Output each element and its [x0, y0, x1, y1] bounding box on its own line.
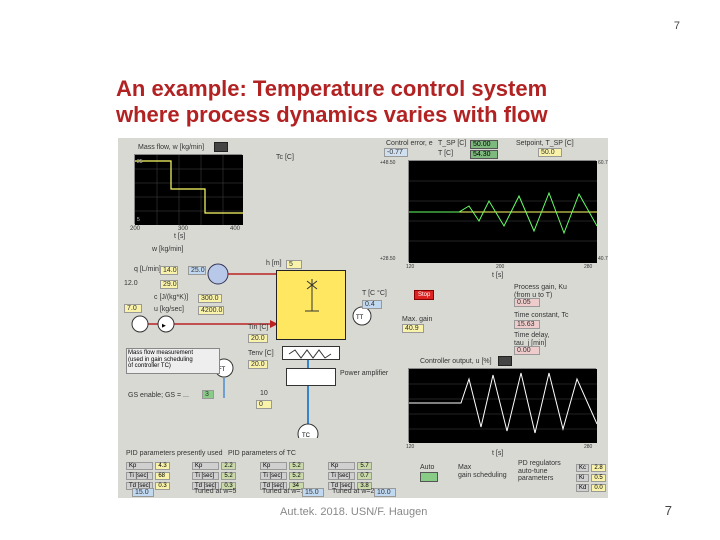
- tc-ytick-r-bot: 40.7: [598, 256, 608, 262]
- h-val: 5: [286, 260, 302, 269]
- temperature-chart: [408, 160, 596, 262]
- max-gain-label: Max. gain: [402, 316, 432, 323]
- co-xlabel: t [s]: [492, 450, 503, 457]
- tin-label: Tin [C]: [248, 324, 268, 331]
- kgain-val: 0.05: [514, 298, 540, 307]
- stop-button[interactable]: Stop: [414, 290, 434, 300]
- power-label: Power amplifier: [340, 370, 388, 377]
- tc-title: Tc [C]: [276, 154, 294, 161]
- svg-text:5: 5: [137, 217, 140, 223]
- simulation-panel: Mass flow, w [kg/min] 25 5 200 300 400 t …: [118, 138, 608, 498]
- pd-reg-label: PD regulatorsauto-tuneparameters: [518, 460, 574, 483]
- t-value: 54.30: [470, 150, 498, 159]
- tc-xtick-mid: 200: [496, 264, 504, 270]
- pid-hdr2: PID parameters of TC: [228, 450, 296, 457]
- tenv-label: Tenv [C]: [248, 350, 274, 357]
- svg-text:25: 25: [137, 159, 143, 165]
- tuned-v5: 10.0: [374, 488, 396, 497]
- tuned-v0: 15.0: [132, 488, 154, 497]
- chart-icon: [214, 142, 228, 152]
- ctrl-err-label: Control error, e: [386, 140, 433, 147]
- massflow-chart: 25 5: [134, 154, 242, 224]
- tc-xlabel: t [s]: [492, 272, 503, 279]
- tconst-val: 15.63: [514, 320, 540, 329]
- tc-ytick-r-top: 60.7: [598, 160, 608, 166]
- ctrl-out-title: Controller output, u [%]: [420, 358, 492, 365]
- tin-val: 20.0: [248, 334, 268, 343]
- pid-table-right: Kc2.8 Ki0.5 Kd0.0: [574, 462, 608, 494]
- page-number-top: 7: [674, 20, 680, 32]
- co-xtick2: 280: [584, 444, 592, 450]
- gain-10-val: 0: [256, 400, 272, 409]
- setpoint-value[interactable]: 50.0: [538, 148, 562, 157]
- T-val2: 0.4: [362, 300, 382, 309]
- page-number-bottom: 7: [665, 503, 672, 518]
- gain-10-lbl: 10: [260, 390, 268, 397]
- massflow-xtick3: 300: [178, 226, 188, 232]
- setpoint-label: Setpoint, T_SP [C]: [516, 140, 574, 147]
- tc-ytick-bot: +28.50: [380, 256, 395, 262]
- tdelay-val: 0.00: [514, 346, 540, 355]
- massflow-xtick1: 200: [130, 226, 140, 232]
- tank: [276, 270, 346, 340]
- tconst-label: Time constant, Tc: [514, 312, 568, 319]
- tenv-val: 20.0: [248, 360, 268, 369]
- gs-val[interactable]: 3: [202, 390, 214, 399]
- T-label2: T [C °C]: [362, 290, 387, 297]
- tc-xtick1: 120: [406, 264, 414, 270]
- controller-chart: [408, 368, 596, 442]
- auto-toggle[interactable]: [420, 472, 438, 482]
- footer-credit: Aut.tek. 2018. USN/F. Haugen: [280, 506, 427, 518]
- sp-value: 50.00: [470, 140, 498, 149]
- slide-title: An example: Temperature control system w…: [116, 76, 616, 129]
- tuned-l1: Tuned at w=5: [194, 488, 236, 495]
- chart-icon-2: [498, 356, 512, 366]
- gs-label: GS enable; GS = ...: [128, 392, 189, 399]
- tc-ytick-top: +48.50: [380, 160, 395, 166]
- tuned-l4: Tuned at w=20: [332, 488, 378, 495]
- max-gain-val: 40.9: [402, 324, 424, 333]
- tuned-v3: 15.0: [302, 488, 324, 497]
- massflow-xtick5: 400: [230, 226, 240, 232]
- t-label: T [C]: [438, 150, 453, 157]
- svg-text:▶: ▶: [162, 323, 166, 329]
- massflow-title: Mass flow, w [kg/min]: [138, 144, 204, 151]
- svg-text:TT: TT: [356, 315, 364, 321]
- h-label: h [m]: [266, 260, 282, 267]
- co-xtick1: 120: [406, 444, 414, 450]
- sp-label: T_SP [C]: [438, 140, 466, 147]
- svg-text:TC: TC: [302, 433, 311, 438]
- mf-meas-box: Mass flow measurement(used in gain sched…: [126, 348, 220, 374]
- heater: [282, 346, 340, 360]
- auto-label: Auto: [420, 464, 434, 471]
- e-value: -0.77: [384, 148, 408, 157]
- gain-sched-label: Maxgain scheduling: [458, 464, 508, 479]
- pid-hdr1: PID parameters presently used: [126, 450, 223, 457]
- tc-xtick2: 280: [584, 264, 592, 270]
- power-amp: [286, 368, 336, 386]
